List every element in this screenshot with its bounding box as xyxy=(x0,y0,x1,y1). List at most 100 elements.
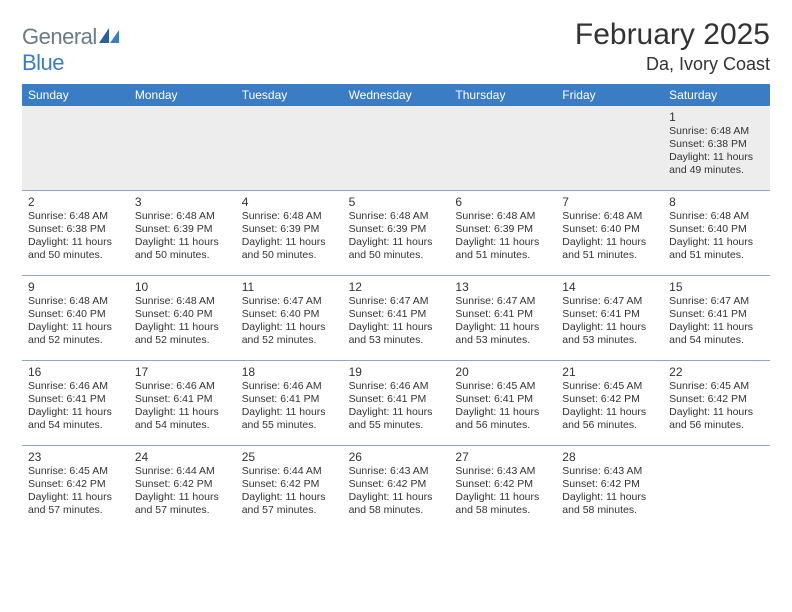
sunrise-label: Sunrise: 6:44 AM xyxy=(242,465,337,478)
day-number: 27 xyxy=(455,450,550,464)
calendar-cell: 21Sunrise: 6:45 AMSunset: 6:42 PMDayligh… xyxy=(556,361,663,445)
sunset-label: Sunset: 6:41 PM xyxy=(242,393,337,406)
sunset-label: Sunset: 6:42 PM xyxy=(28,478,123,491)
day-number: 16 xyxy=(28,365,123,379)
day-number: 23 xyxy=(28,450,123,464)
day-number: 10 xyxy=(135,280,230,294)
day-number: 15 xyxy=(669,280,764,294)
sunrise-label: Sunrise: 6:45 AM xyxy=(562,380,657,393)
daylight-label: Daylight: 11 hours and 57 minutes. xyxy=(28,491,123,517)
weekday-label: Tuesday xyxy=(236,84,343,106)
page-header: General Blue February 2025 Da, Ivory Coa… xyxy=(22,18,770,76)
day-number: 19 xyxy=(349,365,444,379)
daylight-label: Daylight: 11 hours and 53 minutes. xyxy=(349,321,444,347)
day-number: 17 xyxy=(135,365,230,379)
sunset-label: Sunset: 6:40 PM xyxy=(135,308,230,321)
calendar-cell: 22Sunrise: 6:45 AMSunset: 6:42 PMDayligh… xyxy=(663,361,770,445)
calendar-cell: 11Sunrise: 6:47 AMSunset: 6:40 PMDayligh… xyxy=(236,276,343,360)
title-block: February 2025 Da, Ivory Coast xyxy=(575,18,770,75)
daylight-label: Daylight: 11 hours and 54 minutes. xyxy=(669,321,764,347)
sunset-label: Sunset: 6:42 PM xyxy=(562,393,657,406)
sunset-label: Sunset: 6:42 PM xyxy=(242,478,337,491)
calendar-cell: 1Sunrise: 6:48 AMSunset: 6:38 PMDaylight… xyxy=(663,106,770,190)
sunrise-label: Sunrise: 6:48 AM xyxy=(455,210,550,223)
sunset-label: Sunset: 6:41 PM xyxy=(562,308,657,321)
sunrise-label: Sunrise: 6:47 AM xyxy=(349,295,444,308)
daylight-label: Daylight: 11 hours and 54 minutes. xyxy=(135,406,230,432)
day-number: 20 xyxy=(455,365,550,379)
sunrise-label: Sunrise: 6:46 AM xyxy=(28,380,123,393)
sunset-label: Sunset: 6:40 PM xyxy=(242,308,337,321)
calendar-cell: 26Sunrise: 6:43 AMSunset: 6:42 PMDayligh… xyxy=(343,446,450,530)
sunset-label: Sunset: 6:42 PM xyxy=(455,478,550,491)
daylight-label: Daylight: 11 hours and 52 minutes. xyxy=(28,321,123,347)
calendar-cell xyxy=(449,106,556,190)
sunset-label: Sunset: 6:38 PM xyxy=(28,223,123,236)
daylight-label: Daylight: 11 hours and 51 minutes. xyxy=(455,236,550,262)
sunset-label: Sunset: 6:41 PM xyxy=(349,393,444,406)
calendar-cell xyxy=(556,106,663,190)
sunset-label: Sunset: 6:41 PM xyxy=(28,393,123,406)
sunset-label: Sunset: 6:41 PM xyxy=(455,393,550,406)
daylight-label: Daylight: 11 hours and 51 minutes. xyxy=(562,236,657,262)
sunrise-label: Sunrise: 6:43 AM xyxy=(455,465,550,478)
daylight-label: Daylight: 11 hours and 50 minutes. xyxy=(242,236,337,262)
weekday-label: Friday xyxy=(556,84,663,106)
sunrise-label: Sunrise: 6:48 AM xyxy=(562,210,657,223)
sunrise-label: Sunrise: 6:48 AM xyxy=(28,210,123,223)
weekday-header: Sunday Monday Tuesday Wednesday Thursday… xyxy=(22,84,770,106)
sunrise-label: Sunrise: 6:48 AM xyxy=(242,210,337,223)
calendar-cell: 24Sunrise: 6:44 AMSunset: 6:42 PMDayligh… xyxy=(129,446,236,530)
weekday-label: Sunday xyxy=(22,84,129,106)
calendar-cell: 2Sunrise: 6:48 AMSunset: 6:38 PMDaylight… xyxy=(22,191,129,275)
calendar-cell: 7Sunrise: 6:48 AMSunset: 6:40 PMDaylight… xyxy=(556,191,663,275)
logo-word-1: General xyxy=(22,24,97,49)
day-number: 13 xyxy=(455,280,550,294)
calendar-cell xyxy=(663,446,770,530)
calendar-cell: 25Sunrise: 6:44 AMSunset: 6:42 PMDayligh… xyxy=(236,446,343,530)
sunrise-label: Sunrise: 6:47 AM xyxy=(455,295,550,308)
calendar-cell: 16Sunrise: 6:46 AMSunset: 6:41 PMDayligh… xyxy=(22,361,129,445)
day-number: 1 xyxy=(669,110,764,124)
sunrise-label: Sunrise: 6:43 AM xyxy=(562,465,657,478)
calendar-cell: 15Sunrise: 6:47 AMSunset: 6:41 PMDayligh… xyxy=(663,276,770,360)
weekday-label: Wednesday xyxy=(343,84,450,106)
calendar-cell: 3Sunrise: 6:48 AMSunset: 6:39 PMDaylight… xyxy=(129,191,236,275)
calendar-cell: 17Sunrise: 6:46 AMSunset: 6:41 PMDayligh… xyxy=(129,361,236,445)
daylight-label: Daylight: 11 hours and 50 minutes. xyxy=(135,236,230,262)
weekday-label: Saturday xyxy=(663,84,770,106)
day-number: 7 xyxy=(562,195,657,209)
sunrise-label: Sunrise: 6:48 AM xyxy=(135,210,230,223)
sunrise-label: Sunrise: 6:47 AM xyxy=(562,295,657,308)
sunrise-label: Sunrise: 6:44 AM xyxy=(135,465,230,478)
sail-icon xyxy=(99,31,121,48)
page-title: February 2025 xyxy=(575,18,770,52)
day-number: 26 xyxy=(349,450,444,464)
weekday-label: Monday xyxy=(129,84,236,106)
daylight-label: Daylight: 11 hours and 57 minutes. xyxy=(135,491,230,517)
day-number: 14 xyxy=(562,280,657,294)
sunrise-label: Sunrise: 6:45 AM xyxy=(669,380,764,393)
day-number: 6 xyxy=(455,195,550,209)
daylight-label: Daylight: 11 hours and 50 minutes. xyxy=(28,236,123,262)
calendar-cell: 13Sunrise: 6:47 AMSunset: 6:41 PMDayligh… xyxy=(449,276,556,360)
sunset-label: Sunset: 6:42 PM xyxy=(669,393,764,406)
daylight-label: Daylight: 11 hours and 52 minutes. xyxy=(242,321,337,347)
daylight-label: Daylight: 11 hours and 57 minutes. xyxy=(242,491,337,517)
sunset-label: Sunset: 6:40 PM xyxy=(562,223,657,236)
sunrise-label: Sunrise: 6:43 AM xyxy=(349,465,444,478)
sunrise-label: Sunrise: 6:48 AM xyxy=(669,125,764,138)
day-number: 5 xyxy=(349,195,444,209)
sunrise-label: Sunrise: 6:46 AM xyxy=(349,380,444,393)
calendar-cell: 19Sunrise: 6:46 AMSunset: 6:41 PMDayligh… xyxy=(343,361,450,445)
calendar-cell: 20Sunrise: 6:45 AMSunset: 6:41 PMDayligh… xyxy=(449,361,556,445)
sunrise-label: Sunrise: 6:47 AM xyxy=(669,295,764,308)
calendar-cell: 10Sunrise: 6:48 AMSunset: 6:40 PMDayligh… xyxy=(129,276,236,360)
day-number: 8 xyxy=(669,195,764,209)
day-number: 9 xyxy=(28,280,123,294)
daylight-label: Daylight: 11 hours and 50 minutes. xyxy=(349,236,444,262)
calendar-cell: 5Sunrise: 6:48 AMSunset: 6:39 PMDaylight… xyxy=(343,191,450,275)
calendar-cell xyxy=(129,106,236,190)
day-number: 2 xyxy=(28,195,123,209)
calendar-cell: 18Sunrise: 6:46 AMSunset: 6:41 PMDayligh… xyxy=(236,361,343,445)
